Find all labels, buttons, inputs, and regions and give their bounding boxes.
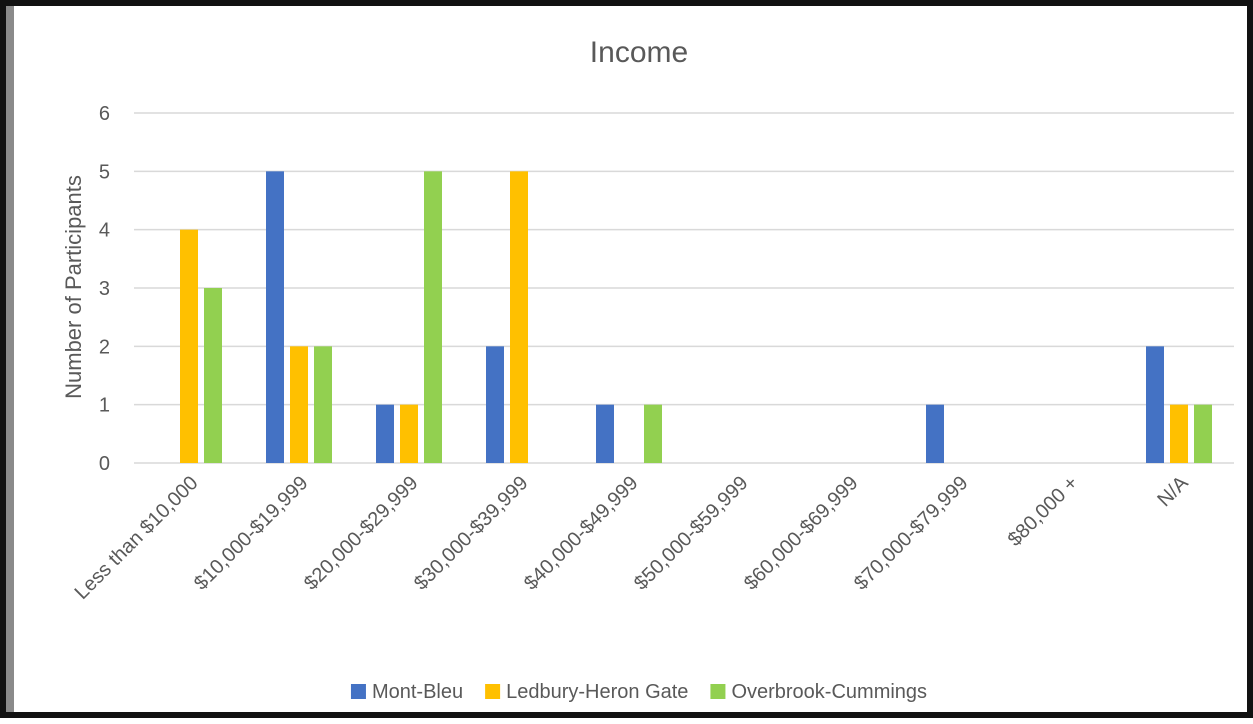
x-tick-label: $60,000-$69,999 — [740, 472, 863, 595]
bar-ledbury-heron-gate — [400, 404, 418, 463]
legend-label: Mont-Bleu — [372, 681, 463, 703]
legend-label: Overbrook-Cummings — [731, 681, 927, 703]
bar-mont-bleu — [266, 171, 284, 464]
bar-overbrook-cummings — [644, 404, 662, 463]
bar-mont-bleu — [1146, 346, 1164, 463]
bar-ledbury-heron-gate — [1170, 404, 1188, 463]
bar-overbrook-cummings — [314, 346, 332, 463]
x-tick-label: $50,000-$59,999 — [630, 472, 753, 595]
legend-swatch — [710, 684, 726, 699]
bar-ledbury-heron-gate — [180, 229, 198, 463]
income-chart: Income 0 1 2 3 4 5 6 Number of Participants Le… — [61, 36, 1234, 703]
y-tick-label: 6 — [99, 103, 110, 125]
legend-swatch — [485, 684, 501, 699]
bar-mont-bleu — [926, 404, 944, 463]
bars — [180, 171, 1212, 464]
legend-item: Mont-Bleu — [350, 681, 463, 703]
y-tick-label: 1 — [99, 395, 110, 417]
legend-label: Ledbury-Heron Gate — [506, 681, 688, 703]
chart-title: Income — [590, 36, 688, 69]
legend: Mont-Bleu Ledbury-Heron Gate Overbrook-Cum… — [350, 681, 927, 703]
y-tick-label: 4 — [99, 220, 110, 242]
x-tick-label: $30,000-$39,999 — [410, 472, 533, 595]
y-tick-label: 0 — [99, 453, 110, 475]
x-tick-label: $40,000-$49,999 — [520, 472, 643, 595]
bar-mont-bleu — [486, 346, 504, 463]
x-tick-label: $20,000-$29,999 — [300, 472, 423, 595]
legend-swatch — [350, 684, 366, 699]
y-tick-label: 2 — [99, 336, 110, 358]
x-tick-label: $10,000-$19,999 — [190, 472, 313, 595]
bar-overbrook-cummings — [1194, 404, 1212, 463]
bar-mont-bleu — [596, 404, 614, 463]
bar-ledbury-heron-gate — [290, 346, 308, 463]
x-tick-label: $80,000 + — [1004, 472, 1083, 551]
bar-overbrook-cummings — [204, 288, 222, 463]
y-axis-ticks: 0 1 2 3 4 5 6 — [99, 103, 110, 475]
x-tick-label: N/A — [1153, 472, 1193, 512]
x-axis-ticks: Less than $10,000$10,000-$19,999$20,000-… — [71, 472, 1193, 604]
y-tick-label: 3 — [99, 278, 110, 300]
legend-item: Ledbury-Heron Gate — [485, 681, 688, 703]
y-tick-label: 5 — [99, 161, 110, 183]
bar-ledbury-heron-gate — [510, 171, 528, 464]
bar-overbrook-cummings — [424, 171, 442, 464]
bar-mont-bleu — [376, 404, 394, 463]
legend-item: Overbrook-Cummings — [710, 681, 927, 703]
x-tick-label: $70,000-$79,999 — [850, 472, 973, 595]
x-tick-label: Less than $10,000 — [71, 472, 203, 604]
y-axis-label: Number of Participants — [61, 175, 86, 399]
